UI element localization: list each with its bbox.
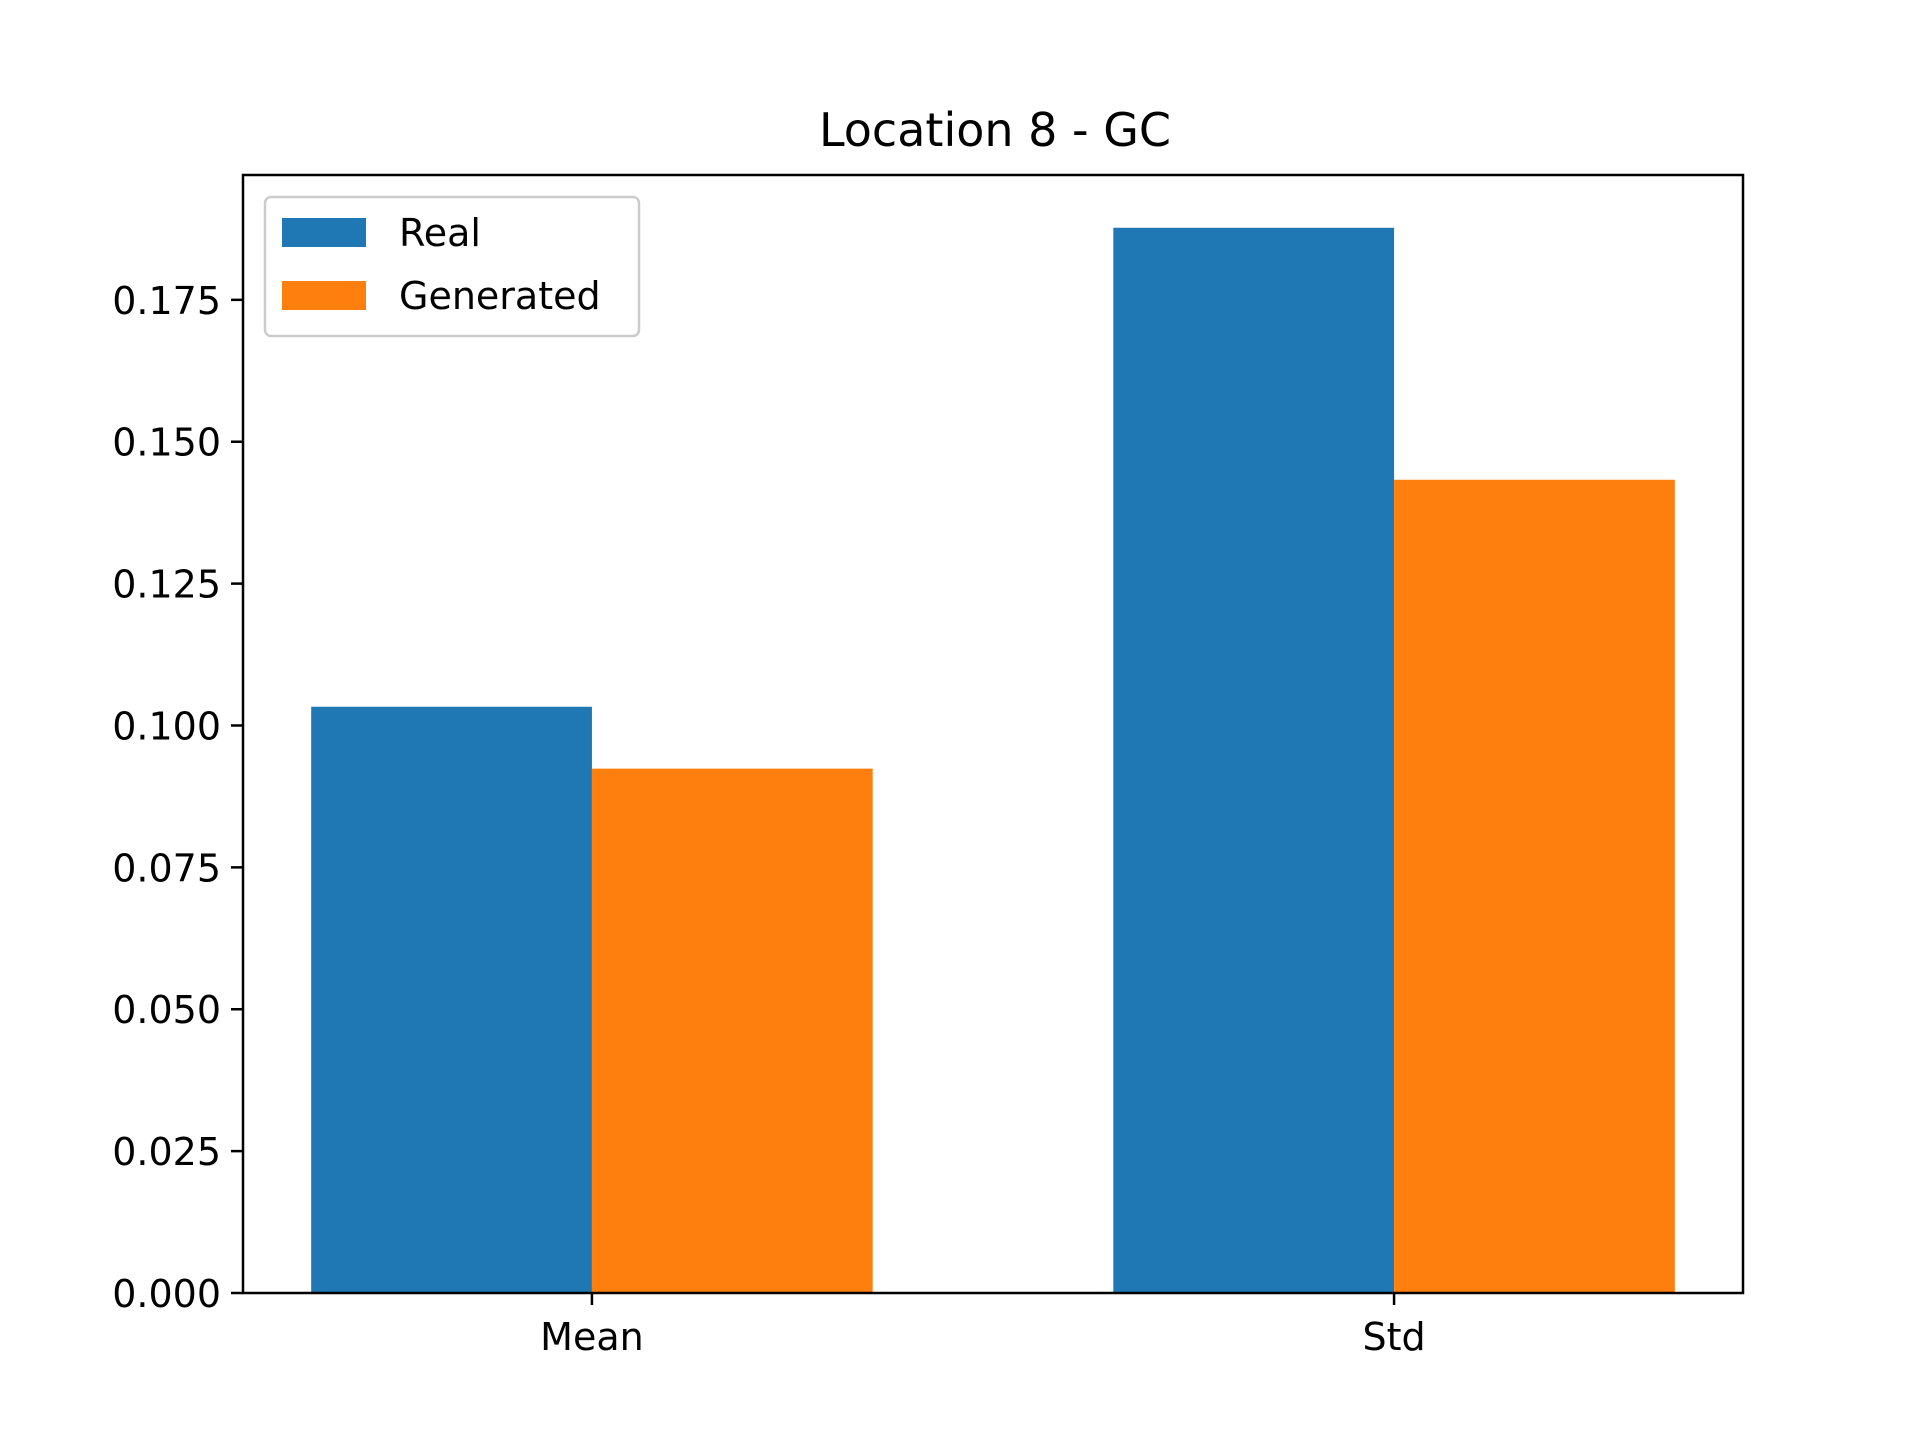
y-tick-label: 0.075 [112,846,221,890]
axes-layer: 0.000 0.025 0.050 0.075 0.100 0.125 0.150 0.175… [112,173,1745,1359]
x-tick-label: Std [1362,1315,1425,1359]
y-tick-label: 0.000 [112,1272,221,1316]
legend-label-real: Real [399,211,481,255]
y-tick-label: 0.050 [112,988,221,1032]
legend: Real Generated [263,195,641,338]
y-tick-label: 0.100 [112,704,221,748]
y-tick-label: 0.125 [112,563,221,607]
plot-frame [241,173,1745,1295]
y-tick-label: 0.175 [112,279,221,323]
x-tick-label: Mean [540,1315,644,1359]
legend-label-generated: Generated [399,274,601,318]
bar-real-std [1113,227,1395,1293]
chart-title: Location 8 - GC [819,103,1171,157]
bar-generated-mean [591,768,873,1293]
bar-generated-std [1394,479,1675,1294]
y-tick-label: 0.150 [112,421,221,465]
legend-swatch-real [282,218,366,247]
bars-layer [311,227,1675,1294]
legend-swatch-generated [282,281,366,310]
y-tick-label: 0.025 [112,1130,221,1174]
bar-real-mean [311,706,592,1293]
